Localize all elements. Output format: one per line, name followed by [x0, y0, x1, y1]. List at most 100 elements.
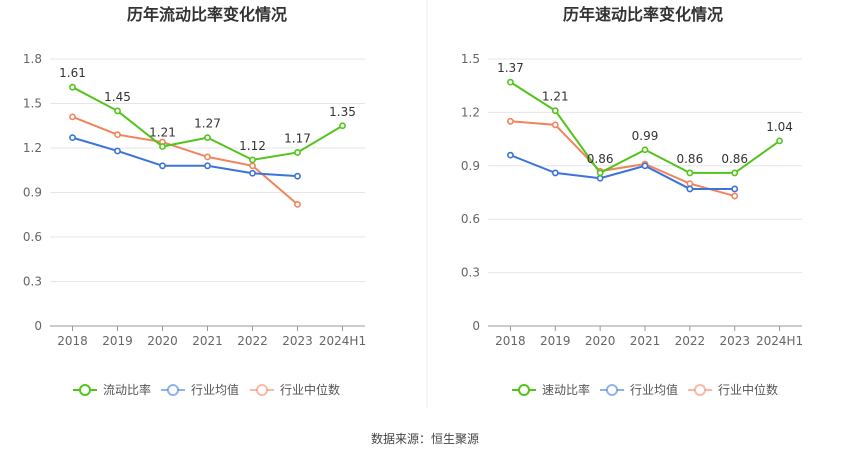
- data-label: 1.04: [766, 120, 793, 134]
- data-label: 0.86: [676, 152, 703, 166]
- data-label: 1.45: [104, 90, 131, 104]
- legend-marker-icon: [694, 384, 706, 396]
- x-tick-label: 2021: [192, 334, 223, 348]
- data-point: [731, 192, 739, 200]
- legend-item-1[interactable]: 速动比率: [512, 382, 590, 397]
- legend-marker-icon: [79, 384, 91, 396]
- chart-panel-2: 历年速动比率变化情况 0 0.3 0.6 0.9 1.2 1.5 2018 2019 2020 20…: [461, 5, 803, 397]
- y-tick-label: 0.6: [23, 230, 42, 244]
- chart-title: 历年流动比率变化情况: [127, 5, 287, 24]
- data-point: [507, 151, 514, 159]
- data-label: 0.99: [632, 129, 659, 143]
- x-tick-label: 2022: [675, 334, 706, 348]
- data-point: [204, 153, 211, 161]
- data-label: 1.21: [542, 90, 569, 104]
- data-label: 1.21: [149, 126, 176, 140]
- y-tick-label: 1.5: [23, 97, 42, 111]
- x-tick-label: 2020: [585, 334, 616, 348]
- y-tick-label: 1.2: [23, 141, 42, 155]
- legend-marker-icon: [518, 384, 530, 396]
- data-point: [339, 122, 346, 130]
- y-tick-label: 1.2: [461, 105, 480, 119]
- data-point: [204, 134, 211, 142]
- data-point: [249, 156, 256, 164]
- legend-label: 行业中位数: [718, 382, 778, 397]
- x-tick-label: 2024H1: [756, 334, 803, 348]
- data-point: [641, 162, 649, 170]
- data-point: [114, 147, 121, 155]
- legend-label: 流动比率: [103, 382, 151, 397]
- series-line-2: [72, 136, 298, 178]
- data-point: [686, 180, 694, 187]
- data-label: 1.61: [59, 66, 86, 80]
- y-tick-label: 1.8: [23, 52, 42, 66]
- x-tick-label: 2018: [495, 334, 526, 348]
- legend-label: 行业均值: [630, 382, 678, 397]
- x-tick-label: 2023: [719, 334, 750, 348]
- legend-item-1[interactable]: 流动比率: [73, 382, 151, 397]
- data-label: 1.27: [194, 117, 221, 131]
- data-point: [159, 143, 166, 150]
- data-label: 1.35: [329, 105, 356, 119]
- series-line-2: [510, 154, 735, 190]
- data-point: [551, 121, 559, 129]
- y-tick-label: 0: [34, 319, 42, 333]
- data-point: [596, 174, 604, 182]
- x-tick-label: 2020: [147, 334, 178, 348]
- data-point: [69, 83, 76, 91]
- data-point: [731, 169, 739, 177]
- legend-marker-icon: [606, 384, 618, 396]
- data-source-note: 数据来源：恒生聚源: [371, 431, 479, 446]
- data-label: 1.17: [284, 131, 311, 145]
- y-tick-label: 0.9: [23, 186, 42, 200]
- legend-marker-icon: [256, 384, 268, 396]
- legend-item-3[interactable]: 行业中位数: [250, 382, 340, 397]
- y-tick-label: 0.3: [461, 266, 480, 280]
- x-tick-label: 2024H1: [319, 334, 366, 348]
- data-point: [776, 137, 783, 145]
- legend-item-2[interactable]: 行业均值: [600, 382, 678, 397]
- data-point: [596, 169, 604, 177]
- y-tick-label: 0.9: [461, 159, 480, 173]
- data-point: [69, 113, 76, 121]
- x-tick-label: 2019: [102, 334, 133, 348]
- x-tick-label: 2019: [540, 334, 571, 348]
- legend-label: 行业中位数: [280, 382, 340, 397]
- data-label: 1.12: [239, 139, 266, 153]
- chart-title: 历年速动比率变化情况: [563, 5, 723, 24]
- data-point: [294, 200, 301, 208]
- x-tick-label: 2023: [282, 334, 313, 348]
- legend-label: 行业均值: [191, 382, 239, 397]
- data-label: 0.86: [721, 152, 748, 166]
- data-point: [551, 169, 559, 177]
- data-point: [641, 146, 649, 154]
- series-line-3: [72, 115, 299, 206]
- data-point: [686, 169, 694, 177]
- data-point: [249, 169, 256, 177]
- series-line-3: [510, 120, 735, 198]
- legend-label: 速动比率: [542, 382, 590, 397]
- data-point: [294, 172, 301, 180]
- chart-panel-1: 历年流动比率变化情况 0 0.3 0.6 0.9 1.2 1.5 1.8 2018 2019 202…: [23, 5, 366, 397]
- data-point: [507, 117, 514, 125]
- x-tick-label: 2021: [630, 334, 661, 348]
- data-point: [507, 78, 514, 86]
- y-tick-label: 0.6: [461, 212, 480, 226]
- data-point: [686, 185, 694, 193]
- data-point: [114, 107, 121, 115]
- legend-item-3[interactable]: 行业中位数: [688, 382, 778, 397]
- data-point: [249, 162, 256, 170]
- x-tick-label: 2018: [57, 334, 88, 348]
- data-label: 1.37: [497, 61, 524, 75]
- data-label: 0.86: [587, 152, 614, 166]
- data-point: [159, 162, 166, 170]
- data-point: [69, 134, 76, 142]
- legend-item-2[interactable]: 行业均值: [161, 382, 239, 397]
- data-point: [294, 149, 301, 156]
- y-tick-label: 1.5: [461, 52, 480, 66]
- y-tick-label: 0: [472, 319, 480, 333]
- data-point: [114, 131, 121, 139]
- x-tick-label: 2022: [237, 334, 268, 348]
- data-point: [731, 185, 739, 193]
- data-point: [204, 162, 211, 170]
